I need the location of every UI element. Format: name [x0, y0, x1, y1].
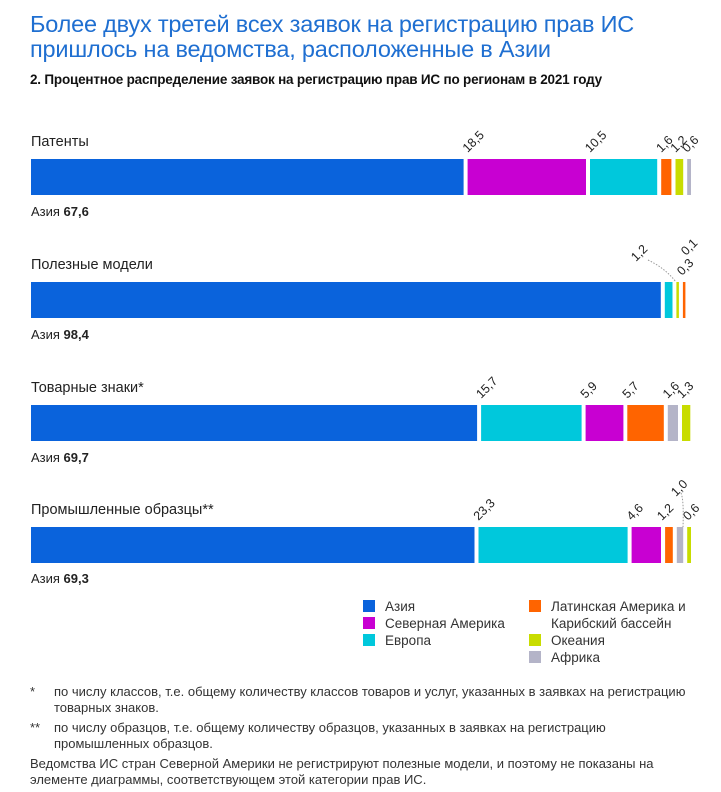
value-label: 10,5: [582, 128, 609, 155]
footnote-text: по числу классов, т.е. общему количеству…: [54, 684, 686, 715]
value-label: 1,2: [654, 501, 676, 523]
legend-label: Африка: [551, 650, 601, 665]
footnote-mark: *: [30, 684, 36, 699]
leader-line: [680, 492, 684, 528]
bar-segment-oceania: [682, 405, 691, 441]
bar-segment-latin-america: [682, 282, 686, 318]
value-label: 0,3: [674, 256, 696, 278]
legend-item-europe: Европа: [363, 632, 431, 649]
bar-segment-europe: [478, 527, 628, 563]
leader-line: [647, 259, 677, 283]
bar-segment-europe: [664, 282, 673, 318]
headline: Более двух третей всех заявок на регистр…: [30, 11, 635, 62]
bar-segment-oceania: [687, 527, 691, 563]
legend-label: Азия: [385, 599, 416, 614]
value-label: 0,1: [678, 236, 700, 258]
legend-item-latin-america: Латинская Америка и Карибский бассейн: [529, 598, 709, 632]
bar-segment-north-america: [467, 159, 586, 195]
value-label: 4,6: [624, 501, 646, 523]
bar-segment-north-america: [585, 405, 624, 441]
bar-segment-oceania: [676, 282, 679, 318]
bar-segment-africa: [687, 159, 691, 195]
legend-label: Океания: [551, 633, 605, 648]
bar-segment-asia: [31, 282, 661, 318]
footnote-north-america: Ведомства ИС стран Северной Америки не р…: [30, 756, 654, 787]
legend-swatch-asia: [363, 600, 375, 612]
legend-label: Латинская Америка и Карибский бассейн: [551, 599, 686, 631]
bar-segment-asia: [31, 527, 475, 563]
footnotes: * по числу классов, т.е. общему количест…: [30, 684, 690, 788]
bar-segment-latin-america: [665, 527, 673, 563]
value-label: 23,3: [471, 496, 498, 523]
chart-subtitle: 2. Процентное распределение заявок на ре…: [30, 72, 602, 87]
value-label: 5,9: [578, 379, 600, 401]
footnote-designs: ** по числу образцов, т.е. общему количе…: [30, 720, 690, 752]
value-label: 15,7: [473, 374, 500, 401]
bar-segment-oceania: [675, 159, 684, 195]
value-label: 1,3: [674, 379, 696, 401]
category-label: Товарные знаки*: [31, 380, 144, 396]
asia-value-label: Азия 69,7: [31, 450, 89, 465]
value-label: 1,2: [628, 242, 650, 264]
legend-item-africa: Африка: [529, 649, 600, 666]
bar-segment-europe: [590, 159, 658, 195]
bar-segment-latin-america: [627, 405, 664, 441]
legend-label: Северная Америка: [385, 616, 505, 631]
legend-swatch-africa: [529, 651, 541, 663]
asia-value-label: Азия 98,4: [31, 327, 90, 342]
legend-item-north-america: Северная Америка: [363, 615, 505, 632]
bar-segment-africa: [676, 527, 684, 563]
value-label: 18,5: [460, 128, 487, 155]
bar-segment-latin-america: [661, 159, 672, 195]
bar-segment-europe: [481, 405, 582, 441]
legend-label: Европа: [385, 633, 432, 648]
footnote-trademarks: * по числу классов, т.е. общему количест…: [30, 684, 690, 716]
asia-value-label: Азия 69,3: [31, 571, 89, 586]
asia-value-label: Азия 67,6: [31, 204, 89, 219]
legend-swatch-latin-america: [529, 600, 541, 612]
value-label: 5,7: [620, 379, 642, 401]
legend: Азия Северная Америка Европа Латинская А…: [363, 598, 713, 670]
value-label: 1,0: [668, 477, 690, 499]
bar-segment-asia: [31, 405, 478, 441]
legend-item-asia: Азия: [363, 598, 415, 615]
bar-segment-asia: [31, 159, 464, 195]
legend-swatch-north-america: [363, 617, 375, 629]
footnote-mark: **: [30, 720, 41, 735]
bar-segment-north-america: [631, 527, 661, 563]
category-label: Полезные модели: [31, 257, 153, 273]
legend-swatch-oceania: [529, 634, 541, 646]
category-label: Промышленные образцы**: [31, 502, 214, 518]
category-label: Патенты: [31, 134, 89, 150]
legend-item-oceania: Океания: [529, 632, 605, 649]
legend-swatch-europe: [363, 634, 375, 646]
bar-segment-africa: [667, 405, 678, 441]
footnote-text: по числу образцов, т.е. общему количеств…: [54, 720, 606, 751]
